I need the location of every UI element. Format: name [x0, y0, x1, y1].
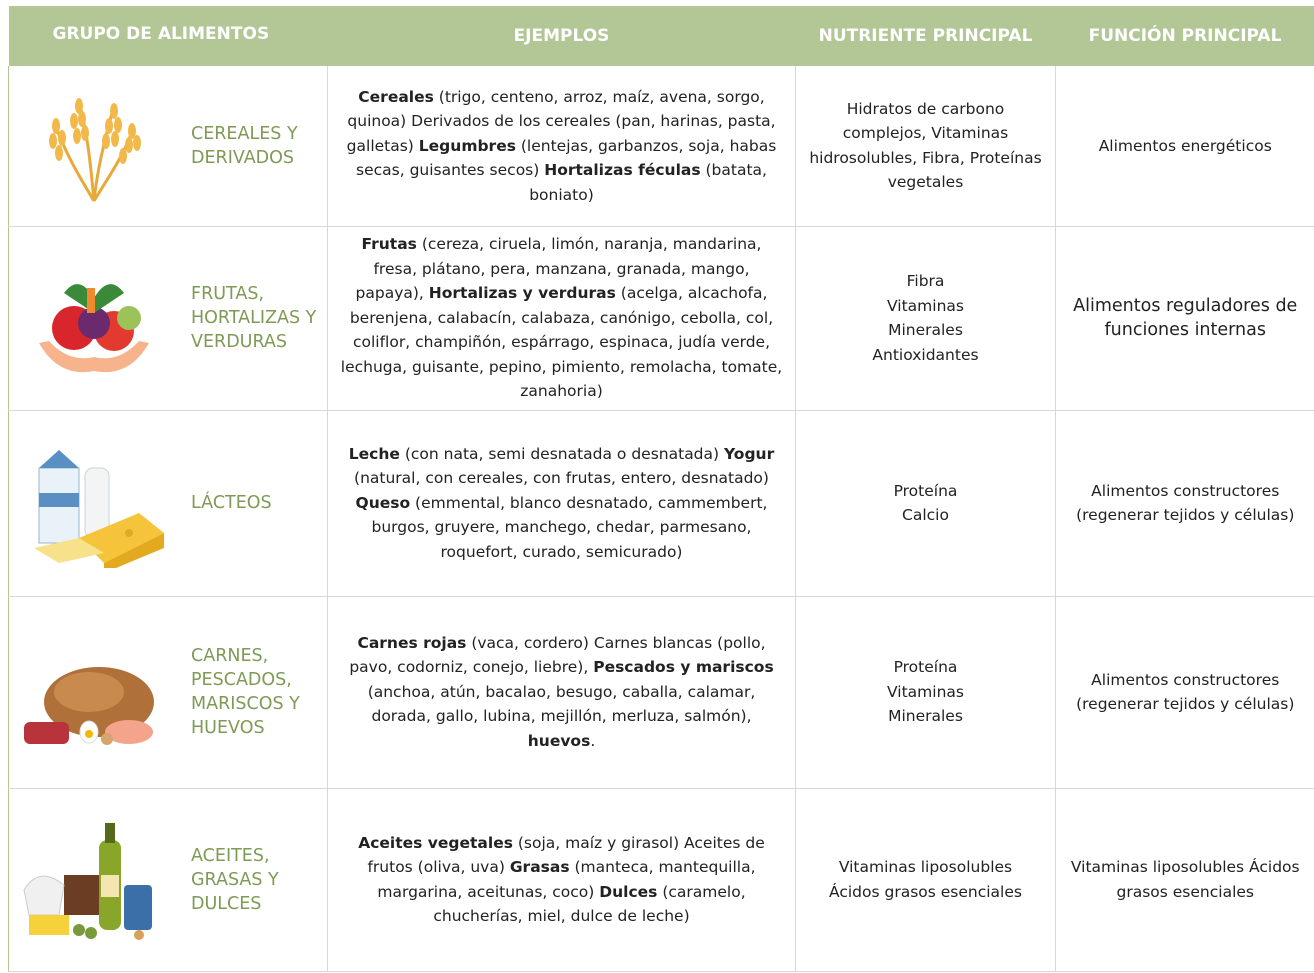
examples-cell: Aceites vegetales (soja, maíz y girasol)…	[327, 788, 796, 972]
food-table: GRUPO DE ALIMENTOS EJEMPLOS NUTRIENTE PR…	[8, 6, 1314, 972]
group-cell: ACEITES, GRASAS Y DULCES	[8, 788, 328, 972]
table-row: ACEITES, GRASAS Y DULCES Aceites vegetale…	[8, 788, 1314, 972]
group-name: ACEITES, GRASAS Y DULCES	[191, 845, 279, 914]
food-icon	[49, 97, 141, 202]
function-cell: Vitaminas liposolubles Ácidos grasos ese…	[1055, 788, 1314, 972]
nutrient-line: Proteína	[893, 481, 958, 500]
example-text: (natural, con cereales, con frutas, ente…	[354, 469, 769, 488]
nutrient-cell: Proteína Vitaminas Minerales	[795, 596, 1056, 789]
nutrient-cell: Vitaminas liposolubles Ácidos grasos esen…	[795, 788, 1056, 972]
food-icon	[23, 822, 152, 940]
group: ACEITES, GRASAS Y DULCES	[19, 815, 327, 945]
function-cell: Alimentos reguladores de funciones inter…	[1055, 226, 1314, 411]
function-text: Alimentos constructores (regenerar tejid…	[1076, 481, 1295, 525]
nutrient-line: Minerales	[888, 707, 963, 726]
group-cell: CARNES, PESCADOS, MARISCOS Y HUEVOS	[8, 596, 328, 789]
food-icon	[24, 667, 154, 745]
example-bold: Yogur	[724, 444, 775, 463]
nutrient-cell: Fibra Vitaminas Minerales Antioxidantes	[795, 226, 1056, 411]
nutrient-line: Antioxidantes	[872, 345, 979, 364]
example-bold: Queso	[355, 493, 411, 512]
examples-cell: Cereales (trigo, centeno, arroz, maíz, a…	[327, 66, 796, 227]
example-bold: Aceites vegetales	[358, 833, 513, 852]
nutrient-line: Vitaminas	[887, 296, 964, 315]
nutrient-cell: Proteína Calcio	[795, 410, 1056, 597]
example-text: (anchoa, atún, bacalao, besugo, caballa,…	[367, 682, 756, 726]
example-bold: Hortalizas y verduras	[428, 284, 616, 303]
table-row: CARNES, PESCADOS, MARISCOS Y HUEVOS Carne…	[8, 596, 1314, 789]
example-bold: Cereales	[358, 87, 434, 106]
food-icon	[34, 450, 164, 568]
example-text: (lentejas, garbanzos, soja, habas secas,…	[356, 136, 777, 180]
header-cell: EJEMPLOS	[327, 6, 796, 66]
nutrient-line: Fibra	[906, 272, 945, 290]
example-bold: huevos	[527, 731, 591, 750]
example-bold: Hortalizas féculas	[544, 161, 701, 179]
group-cell: CEREALES Y DERIVADOS	[8, 66, 328, 227]
example-bold: Leche	[348, 444, 400, 463]
example-bold: Grasas	[509, 858, 570, 876]
example-bold: Dulces	[599, 882, 658, 901]
example-text: (soja, maíz y girasol) Aceites de frutos…	[367, 833, 765, 877]
example-text: (cereza, ciruela, limón, naranja, mandar…	[355, 235, 762, 303]
header-cell: FUNCIÓN PRINCIPAL	[1055, 6, 1314, 66]
example-text: (batata, boniato)	[529, 161, 767, 204]
example-text: (vaca, cordero) Carnes blancas (pollo, p…	[349, 633, 766, 677]
example-text: (trigo, centeno, arroz, maíz, avena, sor…	[346, 87, 776, 155]
nutrient-line: Vitaminas liposolubles	[838, 858, 1013, 876]
function-text: Vitaminas liposolubles Ácidos grasos ese…	[1070, 858, 1300, 901]
function-cell: Alimentos constructores (regenerar tejid…	[1055, 410, 1314, 597]
group: LÁCTEOS	[19, 438, 327, 568]
group: FRUTAS, HORTALIZAS Y VERDURAS	[19, 253, 327, 383]
examples-cell: Carnes rojas (vaca, cordero) Carnes blan…	[327, 596, 796, 789]
examples-cell: Frutas (cereza, ciruela, limón, naranja,…	[327, 226, 796, 411]
examples-cell: Leche (con nata, semi desnatada o desnat…	[327, 410, 796, 597]
function-cell: Alimentos constructores (regenerar tejid…	[1055, 596, 1314, 789]
table-row: FRUTAS, HORTALIZAS Y VERDURAS Frutas (cer…	[8, 226, 1314, 411]
group-name: CARNES, PESCADOS, MARISCOS Y HUEVOS	[191, 646, 300, 738]
example-text: (acelga, alcachofa, berenjena, calabacín…	[340, 284, 783, 401]
group-name: LÁCTEOS	[191, 493, 272, 513]
nutrient-line: Proteína	[893, 658, 958, 677]
example-text: (manteca, mantequilla, margarina, aceitu…	[377, 858, 756, 901]
example-bold: Frutas	[361, 235, 417, 254]
group-cell: FRUTAS, HORTALIZAS Y VERDURAS	[8, 226, 328, 411]
nutrient-line: Vitaminas	[887, 682, 964, 701]
example-bold: Carnes rojas	[357, 633, 467, 652]
example-text: (emmental, blanco desnatado, cammembert,…	[371, 493, 768, 561]
function-text: Alimentos constructores (regenerar tejid…	[1076, 670, 1295, 714]
nutrient-line: Ácidos grasos esenciales	[829, 882, 1022, 901]
food-icon	[39, 284, 149, 373]
table-row: LÁCTEOS Leche (con nata, semi desnatada o…	[8, 410, 1314, 597]
function-text: Alimentos reguladores de funciones inter…	[1073, 295, 1298, 341]
group: CEREALES Y DERIVADOS	[19, 81, 327, 211]
example-bold: Pescados y mariscos	[593, 658, 774, 677]
group: CARNES, PESCADOS, MARISCOS Y HUEVOS	[19, 627, 327, 757]
example-text: .	[590, 731, 596, 750]
example-text: (caramelo, chucherías, miel, dulce de le…	[433, 882, 746, 926]
function-text: Alimentos energéticos	[1098, 136, 1272, 155]
header-cell: GRUPO DE ALIMENTOS	[8, 6, 328, 66]
nutrient-cell: Hidratos de carbono complejos, Vitaminas…	[795, 66, 1056, 227]
group-name: CEREALES Y DERIVADOS	[191, 123, 298, 168]
table-header: GRUPO DE ALIMENTOS EJEMPLOS NUTRIENTE PR…	[8, 6, 1314, 66]
header-row: GRUPO DE ALIMENTOS EJEMPLOS NUTRIENTE PR…	[8, 6, 1314, 66]
nutrient-line: Minerales	[888, 321, 963, 339]
nutrient-line: Hidratos de carbono complejos, Vitaminas…	[809, 99, 1042, 192]
table-row: CEREALES Y DERIVADOS Cereales (trigo, cen…	[8, 66, 1314, 227]
nutrient-line: Calcio	[902, 506, 949, 524]
example-text: (con nata, semi desnatada o desnatada)	[399, 444, 724, 463]
group-cell: LÁCTEOS	[8, 410, 328, 597]
example-bold: Legumbres	[418, 136, 516, 155]
header-cell: NUTRIENTE PRINCIPAL	[795, 6, 1056, 66]
table-body: CEREALES Y DERIVADOS Cereales (trigo, cen…	[8, 66, 1314, 972]
group-name: FRUTAS, HORTALIZAS Y VERDURAS	[191, 284, 317, 352]
function-cell: Alimentos energéticos	[1055, 66, 1314, 227]
